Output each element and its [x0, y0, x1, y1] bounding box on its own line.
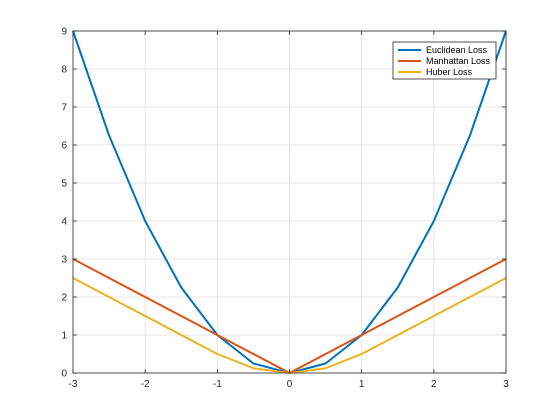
y-tick-label: 9: [61, 27, 67, 38]
y-tick-label: 6: [61, 141, 67, 152]
y-tick-label: 4: [61, 217, 67, 228]
legend-label-manhattan-loss: Manhattan Loss: [426, 56, 491, 66]
y-tick-label: 7: [61, 103, 67, 114]
axis-ticks: -3 -2 -1 0 1 2 3 0 1 2 3 4 5 6 7 8 9: [61, 27, 509, 391]
x-tick-label: 1: [359, 379, 365, 390]
y-tick-label: 8: [61, 65, 67, 76]
y-tick-label: 0: [61, 369, 67, 380]
y-tick-label: 5: [61, 179, 67, 190]
y-tick-label: 1: [61, 331, 67, 342]
legend-label-huber-loss: Huber Loss: [426, 67, 473, 77]
y-tick-label: 3: [61, 255, 67, 266]
x-tick-label: -1: [213, 379, 222, 390]
x-tick-label: 2: [431, 379, 437, 390]
x-tick-label: 3: [503, 379, 509, 390]
x-tick-label: -3: [69, 379, 78, 390]
y-tick-label: 2: [61, 293, 67, 304]
x-tick-label: 0: [287, 379, 293, 390]
x-tick-label: -2: [141, 379, 150, 390]
legend-label-euclidean-loss: Euclidean Loss: [426, 45, 488, 55]
